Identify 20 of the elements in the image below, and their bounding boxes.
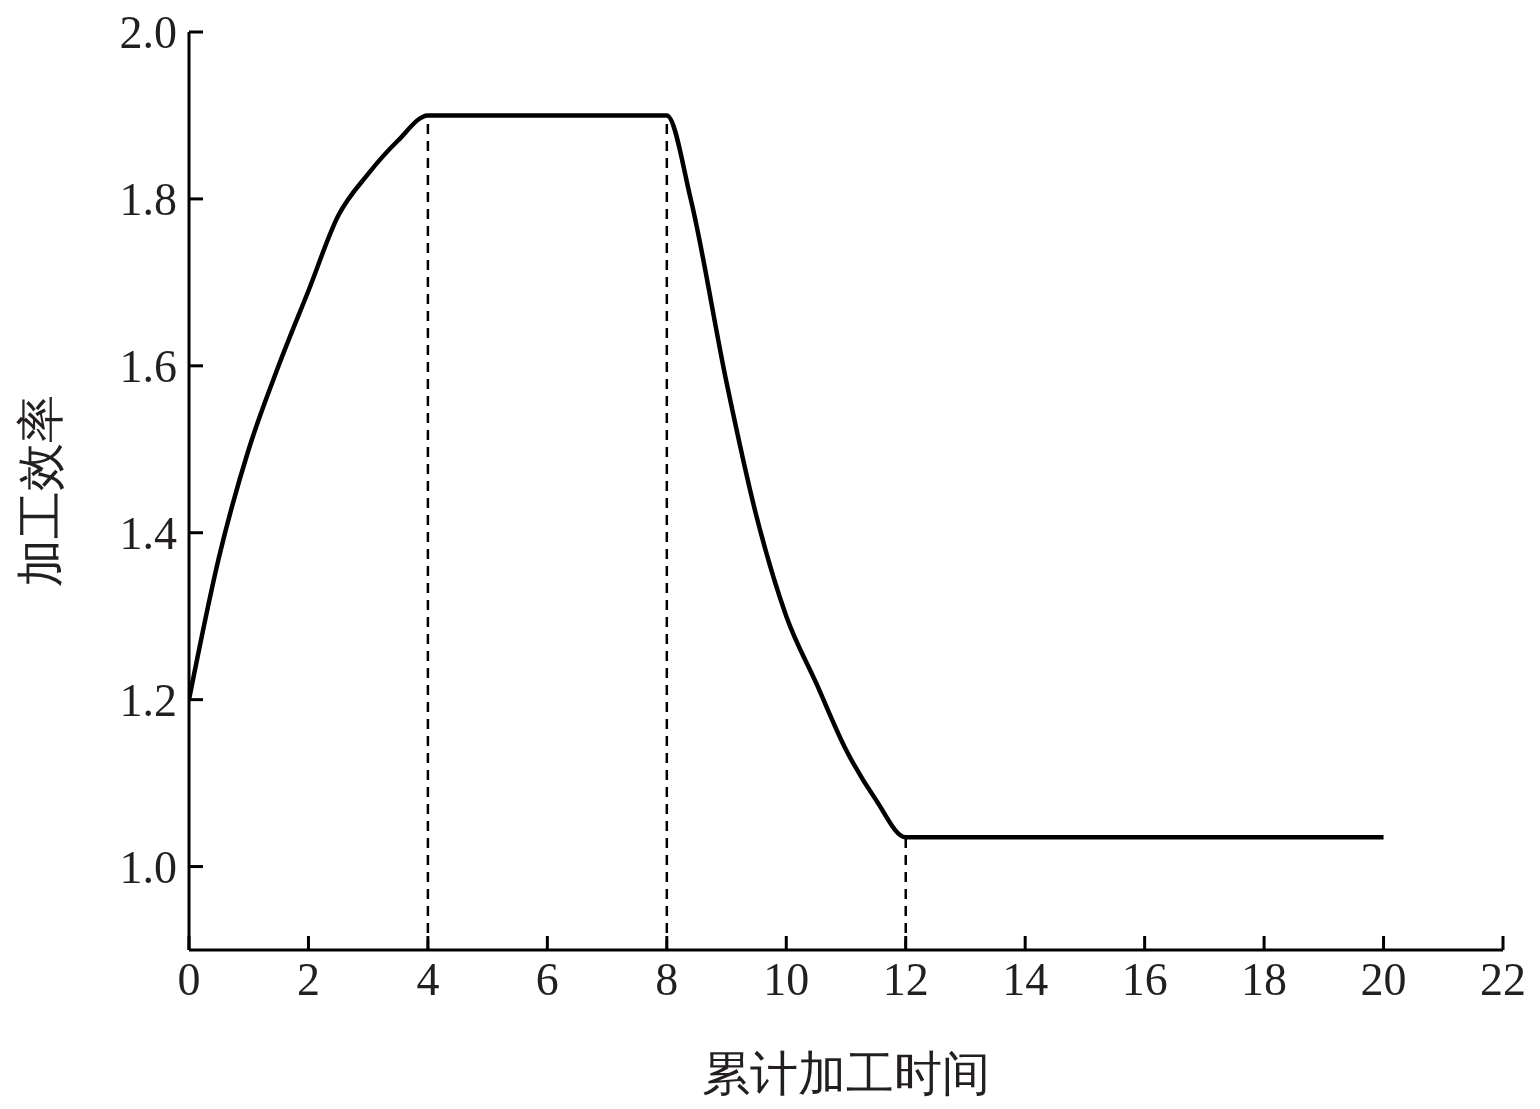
y-tick-label: 1.6	[119, 341, 177, 393]
x-tick-label: 14	[1002, 953, 1049, 1005]
y-tick-label: 2.0	[119, 7, 177, 59]
y-tick-label: 1.0	[119, 841, 177, 893]
x-tick-label: 2	[296, 953, 320, 1005]
y-tick-label: 1.4	[119, 508, 177, 560]
x-tick-label: 20	[1360, 953, 1407, 1005]
x-tick-label: 12	[882, 953, 929, 1005]
y-axis-title: 加工效率	[14, 395, 68, 587]
x-tick-label: 16	[1121, 953, 1168, 1005]
x-tick-label: 10	[763, 953, 810, 1005]
x-axis-title: 累计加工时间	[702, 1047, 990, 1100]
x-tick-label: 22	[1480, 953, 1526, 1005]
x-tick-label: 18	[1241, 953, 1288, 1005]
x-tick-label: 8	[655, 953, 679, 1005]
y-tick-label: 1.8	[119, 174, 177, 226]
x-tick-label: 6	[535, 953, 559, 1005]
y-tick-label: 1.2	[119, 674, 177, 726]
x-tick-label: 4	[416, 953, 440, 1005]
x-tick-label: 0	[177, 953, 201, 1005]
